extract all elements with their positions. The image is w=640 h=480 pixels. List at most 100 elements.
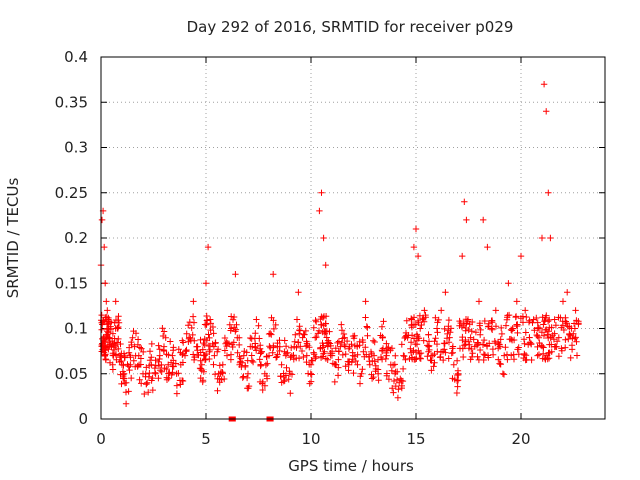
data-point [128, 338, 135, 346]
data-point [572, 307, 579, 314]
data-point [502, 344, 509, 351]
data-point [205, 331, 212, 338]
data-point [183, 348, 190, 355]
data-point [560, 326, 568, 334]
data-point [109, 361, 116, 368]
data-point [287, 390, 294, 397]
data-point [377, 353, 385, 361]
data-point [364, 332, 371, 339]
data-point [540, 321, 547, 328]
data-point [432, 335, 439, 342]
data-point [120, 362, 127, 369]
data-point [513, 298, 520, 305]
data-point [169, 369, 176, 376]
data-point [539, 343, 546, 350]
y-axis-label: SRMTID / TECUs [4, 178, 22, 299]
data-point [445, 355, 452, 362]
data-point [270, 325, 278, 333]
data-point [207, 320, 214, 327]
data-point [469, 350, 476, 357]
data-point [375, 377, 382, 384]
data-point [468, 345, 475, 353]
data-point [175, 346, 182, 353]
data-point [109, 330, 117, 337]
data-point [189, 331, 196, 339]
data-point [530, 316, 537, 323]
data-point [202, 280, 210, 287]
data-point [266, 343, 273, 350]
data-point [534, 352, 541, 359]
data-point [363, 323, 370, 330]
data-point [144, 379, 151, 386]
data-point [199, 377, 207, 384]
data-point [433, 340, 441, 348]
data-point [565, 335, 572, 343]
data-point [545, 189, 552, 196]
data-point [562, 336, 569, 343]
data-point [488, 317, 496, 324]
data-point [521, 340, 528, 347]
data-point [160, 343, 168, 350]
data-point [255, 322, 262, 329]
x-tick-label: 5 [201, 430, 211, 448]
data-point [514, 346, 521, 353]
data-point [315, 327, 323, 334]
data-point [243, 374, 251, 382]
data-point [241, 348, 248, 355]
data-point [450, 361, 457, 368]
data-point [274, 351, 281, 358]
data-point [535, 351, 543, 358]
data-point [484, 243, 491, 251]
data-point [547, 234, 554, 242]
data-point [283, 350, 290, 358]
data-point [371, 338, 378, 346]
data-point [378, 323, 386, 330]
data-point [382, 355, 389, 363]
data-point [346, 343, 353, 351]
data-point [420, 318, 428, 325]
data-point [118, 361, 126, 368]
data-point [270, 342, 277, 349]
data-point [219, 370, 226, 377]
data-point [476, 320, 484, 327]
x-axis-label: GPS time / hours [288, 457, 414, 475]
data-point [127, 361, 134, 368]
data-point [501, 352, 508, 359]
data-point [356, 342, 363, 349]
data-point [257, 349, 265, 356]
data-point [522, 307, 529, 314]
data-point [152, 362, 159, 369]
data-point [161, 364, 168, 372]
data-point [221, 334, 229, 342]
data-point [253, 316, 260, 323]
data-point [362, 344, 369, 351]
data-point [447, 325, 455, 332]
data-point [379, 333, 386, 341]
data-point [298, 347, 306, 355]
data-point [262, 361, 270, 369]
data-point [198, 361, 205, 368]
data-point [426, 346, 433, 354]
data-point [555, 353, 563, 360]
data-point [141, 390, 148, 398]
data-point [277, 373, 285, 380]
data-point [485, 354, 492, 361]
data-point [206, 355, 213, 363]
data-point [226, 321, 233, 328]
data-point [98, 216, 106, 224]
data-point [575, 320, 582, 327]
data-point [460, 353, 467, 361]
data-point [453, 357, 461, 364]
data-point [237, 358, 244, 365]
data-point [223, 352, 231, 359]
data-point [480, 356, 487, 364]
data-point [492, 307, 499, 314]
data-point [199, 346, 206, 353]
data-point [397, 375, 404, 382]
data-point [447, 329, 454, 336]
data-point [362, 298, 369, 305]
data-point [451, 376, 458, 383]
data-point [211, 352, 218, 359]
data-point [523, 313, 530, 321]
data-point [544, 355, 551, 363]
